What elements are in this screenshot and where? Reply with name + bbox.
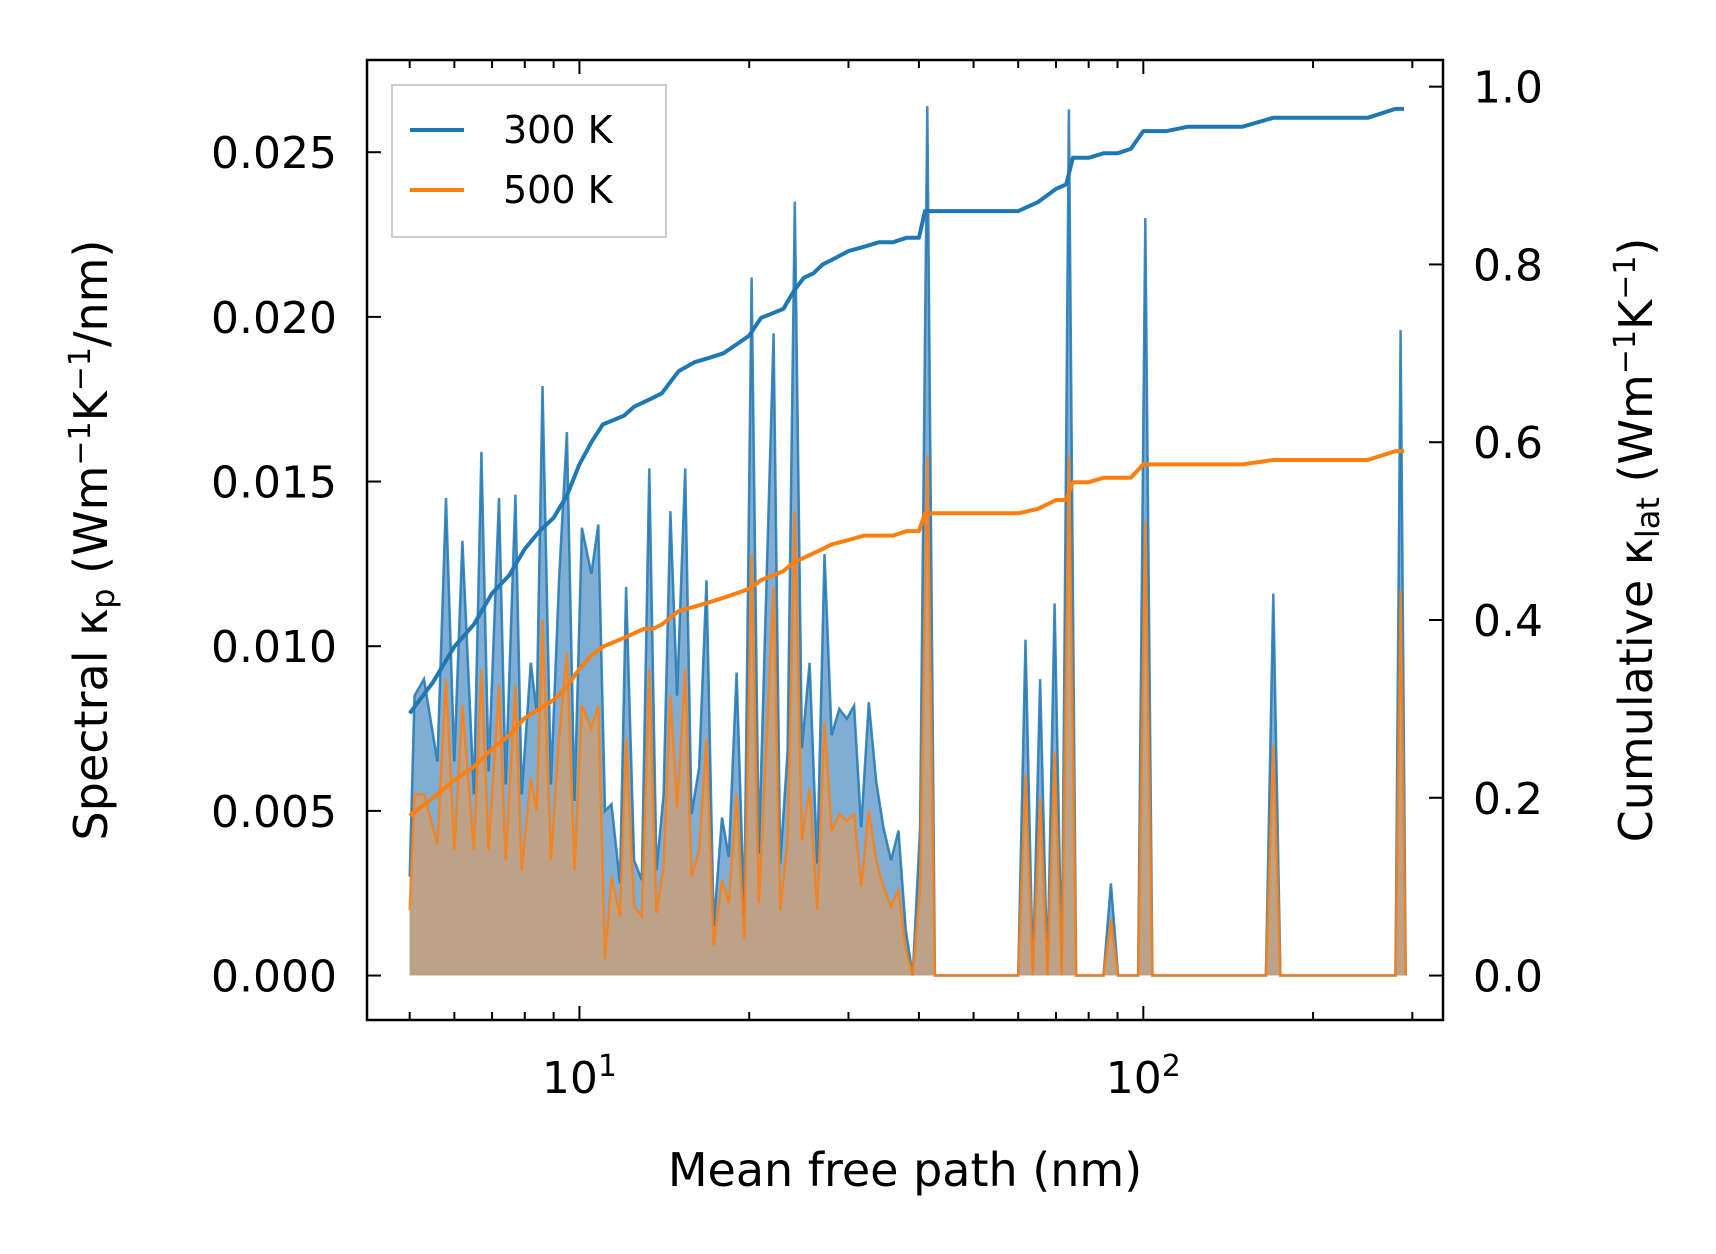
- left-y-tick-label: 0.010: [211, 622, 337, 673]
- left-y-tick-label: 0.025: [211, 128, 337, 179]
- left-y-tick-label: 0.020: [211, 293, 337, 344]
- left-y-axis-label: Spectral κp (Wm−1K−1/nm): [63, 240, 123, 841]
- plot-frame: [365, 58, 1445, 1022]
- legend-label-500k: 500 K: [503, 168, 614, 212]
- x-tick-exp: 2: [1162, 1049, 1181, 1084]
- series-lines: [408, 106, 1404, 818]
- right-y-tick-label: 0.6: [1473, 418, 1543, 469]
- left-y-tick-label: 0.015: [211, 458, 337, 509]
- right-y-label-sub: lat: [1629, 497, 1667, 538]
- right-y-label-unit-close: ): [1609, 238, 1663, 256]
- x-axis-ticks: 101 102: [408, 60, 1414, 1105]
- left-y-label-unit-mid: K: [64, 389, 118, 421]
- legend-label-300k: 300 K: [503, 108, 614, 152]
- x-tick-label: 102: [1106, 1049, 1181, 1105]
- right-y-axis-label: Cumulative κlat (Wm−1K−1): [1608, 238, 1668, 843]
- x-tick-base: 10: [542, 1053, 598, 1104]
- cumulative-line-500k: [408, 449, 1404, 818]
- left-y-label-exp1: −1: [63, 421, 98, 465]
- spectral-fills: [408, 106, 1407, 977]
- right-y-axis-ticks: 0.0 0.2 0.4 0.6 0.8 1.0: [1429, 63, 1543, 1003]
- right-y-tick-label: 0.8: [1473, 240, 1543, 291]
- right-y-tick-label: 0.4: [1473, 596, 1543, 647]
- x-tick-base: 10: [1106, 1053, 1162, 1104]
- cumulative-line-300k: [408, 106, 1404, 715]
- right-y-tick-label: 0.0: [1473, 952, 1543, 1003]
- spectral-500k-fill: [409, 455, 1406, 976]
- right-y-label-unit-open: (Wm: [1609, 374, 1663, 497]
- right-y-label-main: Cumulative κ: [1609, 538, 1663, 842]
- right-y-label-exp2: −1: [1608, 256, 1643, 300]
- x-axis-label: Mean free path (nm): [668, 1143, 1142, 1197]
- right-y-tick-label: 1.0: [1473, 63, 1543, 114]
- left-y-tick-label: 0.005: [211, 787, 337, 838]
- legend-box: [391, 84, 667, 238]
- right-y-tick-label: 0.2: [1473, 774, 1543, 825]
- left-y-label-exp2: −1: [63, 347, 98, 391]
- left-y-label-unit-close: /nm): [64, 240, 118, 347]
- x-tick-label: 101: [542, 1049, 617, 1105]
- plot-area: [408, 106, 1407, 977]
- legend: 300 K 500 K: [391, 84, 667, 238]
- right-y-label-unit-mid: K: [1609, 298, 1663, 330]
- left-y-axis-ticks: 0.000 0.005 0.010 0.015 0.020 0.025: [211, 128, 381, 1003]
- left-y-label-main: Spectral κ: [64, 609, 118, 841]
- left-y-tick-label: 0.000: [211, 952, 337, 1003]
- x-tick-exp: 1: [598, 1049, 617, 1084]
- spectral-500k-outline: [408, 455, 1407, 977]
- left-y-label-unit-open: (Wm: [64, 466, 118, 589]
- left-y-label-sub: p: [84, 588, 122, 608]
- right-y-label-exp1: −1: [1608, 330, 1643, 374]
